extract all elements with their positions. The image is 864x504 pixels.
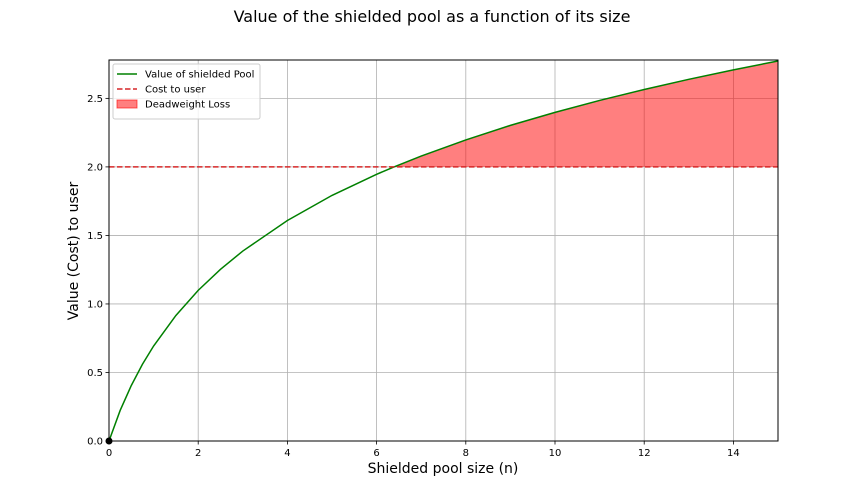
legend-label: Cost to user — [145, 85, 206, 96]
y-tick-label: 1.5 — [87, 231, 103, 242]
line-layer — [108, 60, 779, 442]
x-tick-label: 6 — [373, 448, 379, 459]
y-tick-label: 0.0 — [87, 437, 103, 448]
value-curve-line — [108, 60, 779, 442]
x-tick-label: 2 — [195, 448, 201, 459]
fill-layer — [393, 60, 778, 167]
x-axis-label: Shielded pool size (n) — [368, 461, 519, 477]
legend: Value of shielded Pool Cost to user Deadwe… — [112, 63, 261, 120]
y-tick-label: 1.0 — [87, 299, 103, 310]
y-tick-label: 0.5 — [87, 368, 103, 379]
x-tick-label: 8 — [463, 448, 469, 459]
x-tick-label: 14 — [727, 448, 740, 459]
chart-title: Value of the shielded pool as a function… — [234, 7, 631, 26]
y-tick-label: 2.5 — [87, 94, 103, 105]
x-tick-label: 0 — [106, 448, 112, 459]
legend-label: Deadweight Loss — [145, 100, 230, 111]
x-axis-ticks: 0 2 4 6 8 10 12 14 — [106, 441, 740, 459]
legend-swatch-deadweight-loss — [116, 99, 138, 109]
x-tick-label: 10 — [549, 448, 562, 459]
legend-box — [112, 63, 261, 120]
y-axis-ticks: 0.0 0.5 1.0 1.5 2.0 2.5 — [87, 94, 109, 448]
plot-frame — [108, 59, 779, 442]
x-tick-label: 4 — [284, 448, 290, 459]
legend-label: Value of shielded Pool — [145, 70, 254, 81]
x-tick-label: 12 — [638, 448, 651, 459]
y-tick-label: 2.0 — [87, 162, 103, 173]
deadweight-loss-area — [393, 60, 778, 167]
y-axis-label: Value (Cost) to user — [66, 182, 82, 321]
